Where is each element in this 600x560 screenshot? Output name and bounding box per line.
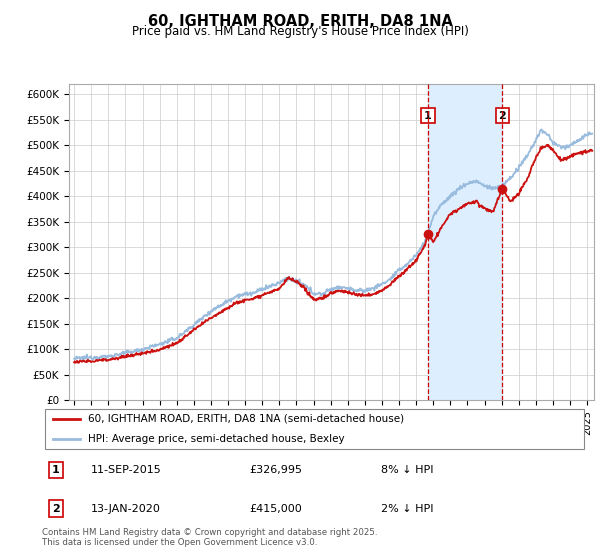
Text: 11-SEP-2015: 11-SEP-2015	[91, 465, 162, 475]
Text: 2: 2	[499, 111, 506, 120]
Text: £415,000: £415,000	[250, 503, 302, 514]
Text: HPI: Average price, semi-detached house, Bexley: HPI: Average price, semi-detached house,…	[88, 434, 345, 444]
Text: Price paid vs. HM Land Registry's House Price Index (HPI): Price paid vs. HM Land Registry's House …	[131, 25, 469, 38]
Text: 1: 1	[52, 465, 59, 475]
Text: 13-JAN-2020: 13-JAN-2020	[91, 503, 161, 514]
Bar	[428, 84, 502, 400]
Text: 1: 1	[424, 111, 432, 120]
Text: 2% ↓ HPI: 2% ↓ HPI	[380, 503, 433, 514]
Text: Contains HM Land Registry data © Crown copyright and database right 2025.
This d: Contains HM Land Registry data © Crown c…	[42, 528, 377, 547]
Text: £326,995: £326,995	[250, 465, 302, 475]
Text: 60, IGHTHAM ROAD, ERITH, DA8 1NA (semi-detached house): 60, IGHTHAM ROAD, ERITH, DA8 1NA (semi-d…	[88, 414, 404, 424]
Text: 8% ↓ HPI: 8% ↓ HPI	[380, 465, 433, 475]
Text: 2: 2	[52, 503, 59, 514]
FancyBboxPatch shape	[45, 409, 584, 449]
Text: 60, IGHTHAM ROAD, ERITH, DA8 1NA: 60, IGHTHAM ROAD, ERITH, DA8 1NA	[148, 14, 452, 29]
